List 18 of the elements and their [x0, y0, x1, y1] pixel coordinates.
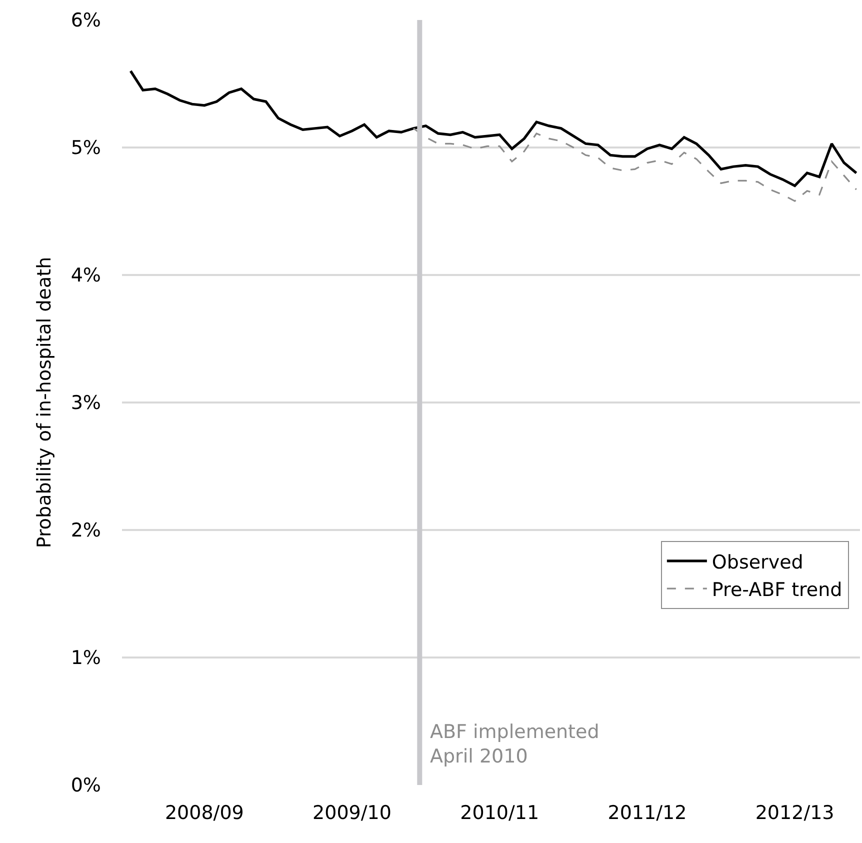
y-tick-label: 2% — [70, 520, 101, 542]
x-tick-label: 2008/09 — [164, 802, 244, 824]
x-tick-label: 2010/11 — [460, 802, 540, 824]
line-series — [129, 70, 858, 188]
x-tick-label: 2011/12 — [608, 802, 687, 824]
y-tick-label: 0% — [70, 774, 101, 797]
line-series — [412, 128, 858, 202]
y-tick-label: 6% — [70, 10, 101, 32]
y-tick-label: 1% — [70, 647, 101, 670]
y-tick-label: 4% — [70, 264, 101, 287]
y-tick-label: 3% — [70, 392, 101, 414]
x-tick-label: 2009/10 — [312, 802, 392, 824]
legend-label: Pre-ABF trend — [712, 579, 842, 602]
y-axis-title: Probability of in-hospital death — [34, 256, 56, 548]
legend-label: Observed — [712, 551, 804, 574]
y-tick-label: 5% — [70, 137, 101, 160]
x-tick-label: 2012/13 — [755, 802, 834, 824]
text: ABF implemented April 2010 — [430, 721, 600, 768]
